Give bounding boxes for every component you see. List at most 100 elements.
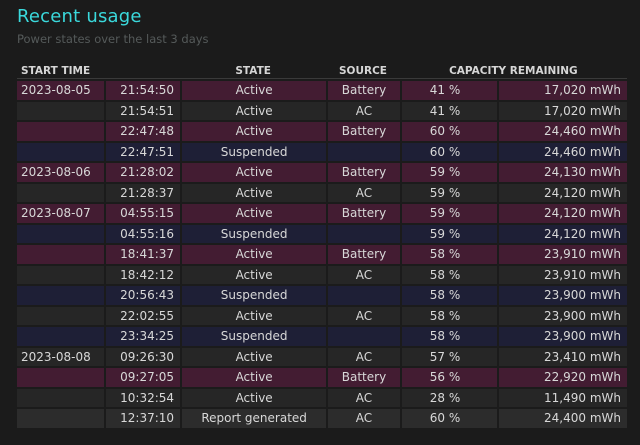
time-cell: 21:54:51 bbox=[103, 101, 181, 120]
table-row: 2023-08-06 21:28:02 Active Battery 59 % 24,13… bbox=[17, 163, 627, 182]
source-cell: AC bbox=[326, 101, 400, 120]
capacity-mwh-cell: 23,910 mWh bbox=[496, 265, 627, 284]
source-cell: AC bbox=[326, 388, 400, 407]
state-cell: Suspended bbox=[180, 327, 327, 346]
capacity-percent-cell: 59 % bbox=[399, 204, 497, 223]
time-cell: 22:02:55 bbox=[103, 306, 181, 325]
capacity-mwh-cell: 11,490 mWh bbox=[496, 388, 627, 407]
state-cell: Active bbox=[180, 163, 327, 182]
state-cell: Active bbox=[180, 306, 327, 325]
table-row: 22:47:51 Suspended 60 % 24,460 mWh bbox=[17, 142, 627, 161]
capacity-percent-cell: 58 % bbox=[399, 286, 497, 305]
capacity-mwh-cell: 23,410 mWh bbox=[496, 347, 627, 366]
capacity-percent-cell: 60 % bbox=[399, 142, 497, 161]
table-row: 2023-08-08 09:26:30 Active AC 57 % 23,410 mWh bbox=[17, 347, 627, 366]
state-cell: Suspended bbox=[180, 142, 327, 161]
table-row: 18:42:12 Active AC 58 % 23,910 mWh bbox=[17, 265, 627, 284]
date-cell bbox=[17, 122, 104, 141]
time-cell: 18:41:37 bbox=[103, 245, 181, 264]
source-cell: Battery bbox=[326, 245, 400, 264]
source-cell bbox=[326, 327, 400, 346]
capacity-percent-cell: 41 % bbox=[399, 81, 497, 100]
table-row: 23:34:25 Suspended 58 % 23,900 mWh bbox=[17, 327, 627, 346]
capacity-mwh-cell: 24,120 mWh bbox=[496, 183, 627, 202]
table-row: 2023-08-07 04:55:15 Active Battery 59 % 24,12… bbox=[17, 204, 627, 223]
capacity-mwh-cell: 24,400 mWh bbox=[496, 409, 627, 428]
capacity-percent-cell: 59 % bbox=[399, 163, 497, 182]
state-cell: Active bbox=[180, 368, 327, 387]
date-cell: 2023-08-07 bbox=[17, 204, 104, 223]
source-cell bbox=[326, 286, 400, 305]
source-cell: AC bbox=[326, 409, 400, 428]
source-cell bbox=[326, 142, 400, 161]
source-cell: AC bbox=[326, 306, 400, 325]
table-row: 18:41:37 Active Battery 58 % 23,910 mWh bbox=[17, 245, 627, 264]
capacity-mwh-cell: 22,920 mWh bbox=[496, 368, 627, 387]
state-cell: Active bbox=[180, 122, 327, 141]
state-cell: Active bbox=[180, 183, 327, 202]
column-header-source: SOURCE bbox=[326, 64, 400, 79]
table-row: 12:37:10 Report generated AC 60 % 24,400 mWh bbox=[17, 409, 627, 428]
capacity-percent-cell: 58 % bbox=[399, 327, 497, 346]
source-cell: AC bbox=[326, 265, 400, 284]
table-row: 2023-08-05 21:54:50 Active Battery 41 % 17,02… bbox=[17, 81, 627, 100]
table-header-row: START TIME STATE SOURCE CAPACITY REMAINI… bbox=[17, 64, 627, 79]
capacity-percent-cell: 58 % bbox=[399, 265, 497, 284]
capacity-percent-cell: 58 % bbox=[399, 245, 497, 264]
state-cell: Active bbox=[180, 388, 327, 407]
capacity-mwh-cell: 17,020 mWh bbox=[496, 81, 627, 100]
time-cell: 21:54:50 bbox=[103, 81, 181, 100]
source-cell: AC bbox=[326, 183, 400, 202]
capacity-mwh-cell: 17,020 mWh bbox=[496, 101, 627, 120]
usage-table: START TIME STATE SOURCE CAPACITY REMAINI… bbox=[17, 62, 627, 430]
state-cell: Active bbox=[180, 265, 327, 284]
table-row: 09:27:05 Active Battery 56 % 22,920 mWh bbox=[17, 368, 627, 387]
capacity-percent-cell: 28 % bbox=[399, 388, 497, 407]
date-cell: 2023-08-06 bbox=[17, 163, 104, 182]
state-cell: Suspended bbox=[180, 224, 327, 243]
capacity-percent-cell: 41 % bbox=[399, 101, 497, 120]
capacity-percent-cell: 59 % bbox=[399, 224, 497, 243]
source-cell: Battery bbox=[326, 204, 400, 223]
date-cell bbox=[17, 101, 104, 120]
source-cell: Battery bbox=[326, 368, 400, 387]
date-cell bbox=[17, 224, 104, 243]
capacity-mwh-cell: 23,900 mWh bbox=[496, 327, 627, 346]
column-header-state: STATE bbox=[180, 64, 327, 79]
date-cell bbox=[17, 368, 104, 387]
date-cell bbox=[17, 306, 104, 325]
state-cell: Active bbox=[180, 101, 327, 120]
date-cell: 2023-08-08 bbox=[17, 347, 104, 366]
capacity-mwh-cell: 24,120 mWh bbox=[496, 204, 627, 223]
capacity-percent-cell: 59 % bbox=[399, 183, 497, 202]
date-cell bbox=[17, 183, 104, 202]
time-cell: 10:32:54 bbox=[103, 388, 181, 407]
capacity-mwh-cell: 23,910 mWh bbox=[496, 245, 627, 264]
source-cell: Battery bbox=[326, 122, 400, 141]
state-cell: Active bbox=[180, 245, 327, 264]
time-cell: 23:34:25 bbox=[103, 327, 181, 346]
table-row: 10:32:54 Active AC 28 % 11,490 mWh bbox=[17, 388, 627, 407]
capacity-mwh-cell: 23,900 mWh bbox=[496, 286, 627, 305]
table-row: 21:28:37 Active AC 59 % 24,120 mWh bbox=[17, 183, 627, 202]
capacity-mwh-cell: 24,130 mWh bbox=[496, 163, 627, 182]
date-cell bbox=[17, 409, 104, 428]
date-cell bbox=[17, 286, 104, 305]
table-row: 21:54:51 Active AC 41 % 17,020 mWh bbox=[17, 101, 627, 120]
time-cell: 04:55:15 bbox=[103, 204, 181, 223]
date-cell bbox=[17, 142, 104, 161]
capacity-percent-cell: 57 % bbox=[399, 347, 497, 366]
capacity-mwh-cell: 24,460 mWh bbox=[496, 122, 627, 141]
capacity-mwh-cell: 23,900 mWh bbox=[496, 306, 627, 325]
state-cell: Active bbox=[180, 347, 327, 366]
capacity-percent-cell: 60 % bbox=[399, 409, 497, 428]
state-cell: Active bbox=[180, 204, 327, 223]
column-header-start-time: START TIME bbox=[17, 64, 181, 79]
time-cell: 22:47:51 bbox=[103, 142, 181, 161]
capacity-percent-cell: 60 % bbox=[399, 122, 497, 141]
capacity-mwh-cell: 24,460 mWh bbox=[496, 142, 627, 161]
time-cell: 09:27:05 bbox=[103, 368, 181, 387]
capacity-percent-cell: 56 % bbox=[399, 368, 497, 387]
time-cell: 20:56:43 bbox=[103, 286, 181, 305]
